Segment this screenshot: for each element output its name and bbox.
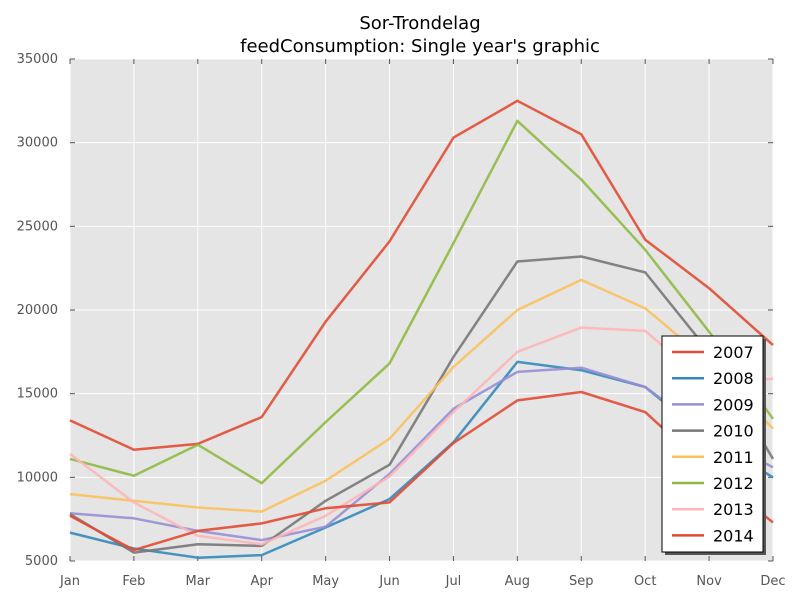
x-tick-label: Oct <box>634 574 656 589</box>
x-tick-label: May <box>312 574 339 589</box>
series-line-2012 <box>69 119 775 485</box>
x-tick-label: Sep <box>569 574 594 589</box>
series-lines <box>69 99 775 559</box>
y-tick-label: 35000 <box>17 52 58 67</box>
x-tick-label: Jun <box>378 574 399 589</box>
y-tick-label: 20000 <box>17 303 58 318</box>
legend-label-2013: 2013 <box>713 500 754 519</box>
x-tick-label: Jul <box>445 574 462 589</box>
x-tick-label: Mar <box>186 574 211 589</box>
legend-label-2011: 2011 <box>713 448 754 467</box>
chart-title: Sor-Trondelag <box>359 13 480 34</box>
series-line-2007 <box>69 99 774 451</box>
x-tick-label: Feb <box>122 574 145 589</box>
y-tick-label: 10000 <box>17 470 58 485</box>
chart-subtitle: feedConsumption: Single year's graphic <box>240 36 600 57</box>
legend-label-2014: 2014 <box>713 526 754 545</box>
legend-label-2007: 2007 <box>713 343 754 362</box>
legend-label-2012: 2012 <box>713 474 754 493</box>
y-tick-label: 30000 <box>17 136 58 151</box>
legend-label-2008: 2008 <box>713 369 754 388</box>
x-tick-label: Jan <box>59 574 80 589</box>
x-tick-label: Apr <box>250 574 273 589</box>
x-tick-label: Dec <box>760 574 785 589</box>
legend-box <box>661 335 764 553</box>
legend-label-2009: 2009 <box>713 395 754 414</box>
series-line-2009 <box>69 366 774 542</box>
series-line-2014 <box>69 390 774 552</box>
legend: 2007 2008 2009 2010 2011 2012 2013 2014 <box>661 335 766 555</box>
x-tick-label: Nov <box>696 574 722 589</box>
series-line-2011 <box>69 278 774 513</box>
y-tick-label: 25000 <box>17 219 58 234</box>
series-line-2010 <box>69 255 775 554</box>
y-tick-label: 15000 <box>17 387 58 402</box>
y-tick-label: 5000 <box>25 554 58 569</box>
series-line-2013 <box>69 326 774 546</box>
axis-ticks: 5000 10000 15000 20000 25000 30000 35000 Jan Feb… <box>17 52 786 589</box>
legend-label-2010: 2010 <box>713 422 754 441</box>
x-tick-label: Aug <box>505 574 530 589</box>
